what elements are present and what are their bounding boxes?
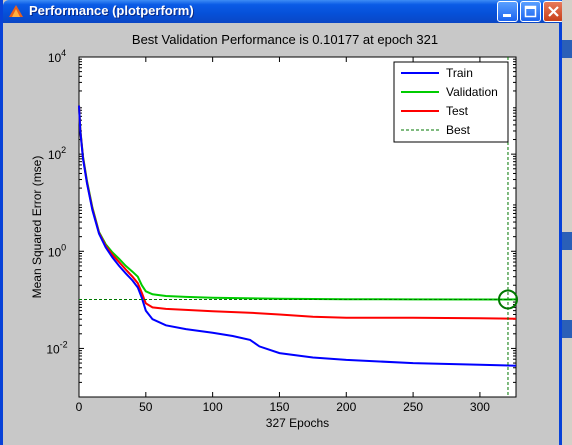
x-tick-label: 0 [76,400,83,414]
best-point-marker [497,289,518,310]
x-tick-label: 50 [139,400,153,414]
chart-title: Best Validation Performance is 0.10177 a… [132,32,438,47]
legend: Train Validation Test Best [393,61,509,143]
title-bar[interactable]: Performance (plotperform) [3,0,565,23]
legend-label: Test [446,104,469,118]
window-title: Performance (plotperform) [29,3,194,18]
y-tick-label: 102 [48,145,66,162]
x-tick-label: 150 [269,400,289,414]
background-window-mark [562,232,572,250]
close-button[interactable] [543,1,564,22]
legend-box [393,61,509,143]
matlab-icon [9,5,23,17]
performance-chart: Best Validation Performance is 0.10177 a… [30,32,518,430]
x-tick-label: 250 [403,400,423,414]
x-axis-label: 327 Epochs [266,416,329,430]
legend-label: Train [446,66,473,80]
y-tick-label: 100 [48,242,66,259]
y-tick-label: 104 [48,48,66,65]
background-window-mark [562,320,572,338]
close-icon [548,6,559,17]
maximize-icon [524,5,537,18]
maximize-button[interactable] [520,1,541,22]
legend-label: Best [446,123,471,137]
background-window-mark [562,40,572,58]
axis-ticks: 0 50 100 150 200 250 300 10-2 100 102 104 [46,48,516,414]
y-tick-label: 10-2 [46,339,67,356]
legend-label: Validation [446,85,498,99]
y-axis-label: Mean Squared Error (mse) [30,156,44,299]
x-tick-label: 100 [203,400,223,414]
background-window-edge [562,0,572,445]
series-line-train [78,105,517,367]
series-lines [78,105,517,367]
minimize-button[interactable] [497,1,518,22]
minimize-icon [503,14,511,17]
x-tick-label: 200 [336,400,356,414]
x-tick-label: 300 [470,400,490,414]
